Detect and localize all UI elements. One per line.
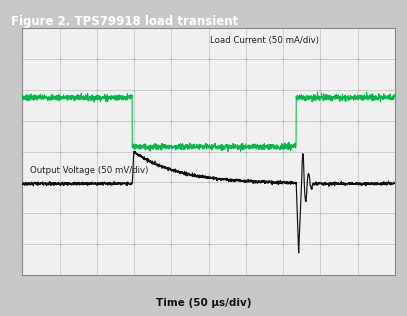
Text: Time (50 μs/div): Time (50 μs/div): [156, 298, 251, 308]
Text: Figure 2. TPS79918 load transient: Figure 2. TPS79918 load transient: [11, 15, 239, 28]
Text: Output Voltage (50 mV/div): Output Voltage (50 mV/div): [30, 167, 148, 175]
Text: Load Current (50 mA/div): Load Current (50 mA/div): [210, 36, 319, 45]
Polygon shape: [235, 0, 277, 43]
